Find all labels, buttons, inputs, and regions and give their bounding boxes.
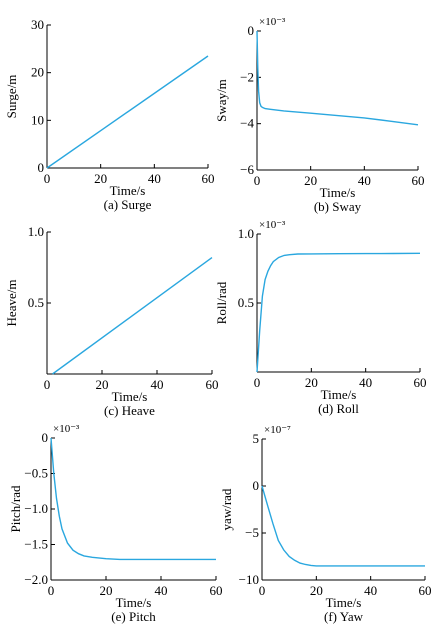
x-tick-label: 40 (151, 377, 164, 392)
x-tick-label: 60 (412, 173, 425, 188)
y-axis-label: Heave/m (4, 280, 19, 327)
exponent-label: ×10⁻³ (259, 219, 286, 231)
x-tick-label: 60 (414, 375, 427, 390)
y-tick-label: 0.5 (28, 295, 44, 310)
y-axis-label: Roll/rad (214, 281, 229, 324)
chart-caption: (b) Sway (314, 199, 362, 214)
chart-roll: 0 20 40 60 0.5 1.0 ×10⁻³ Time/s Roll/rad (d) Roll (214, 219, 427, 416)
x-tick-label: 0 (259, 583, 266, 598)
y-tick-label: 30 (31, 17, 44, 32)
y-tick-label: 1.0 (28, 224, 44, 239)
series-line-roll (256, 252, 421, 373)
x-tick-label: 40 (358, 173, 371, 188)
x-tick-label: 20 (94, 171, 107, 186)
chart-caption: (e) Pitch (111, 609, 156, 624)
x-tick-label: 20 (100, 583, 113, 598)
x-tick-label: 20 (305, 375, 318, 390)
y-tick-label: −10 (239, 572, 259, 587)
x-tick-label: 20 (304, 173, 317, 188)
y-tick-label: −4 (240, 116, 254, 131)
x-tick-label: 60 (202, 171, 215, 186)
series-line-yaw (261, 485, 425, 567)
x-tick-label: 20 (310, 583, 323, 598)
chart-surge: 0 20 40 60 0 10 20 30 Time/s Surge/m (a) Surge (4, 17, 215, 212)
x-tick-label: 20 (96, 377, 109, 392)
exponent-label: ×10⁻⁷ (264, 424, 291, 436)
x-tick-label: 40 (148, 171, 161, 186)
y-tick-label: −0.5 (24, 466, 48, 481)
y-axis-label: Surge/m (4, 75, 19, 119)
chart-caption: (a) Surge (104, 197, 152, 212)
y-tick-label: 0 (38, 160, 45, 175)
y-tick-label: 0 (42, 430, 49, 445)
y-tick-label: 0 (248, 23, 255, 38)
x-tick-label: 0 (254, 375, 261, 390)
x-axis-label: Time/s (326, 595, 362, 610)
y-tick-label: 10 (31, 112, 44, 127)
x-axis-label: Time/s (110, 183, 146, 198)
y-tick-label: −1.0 (24, 501, 48, 516)
y-tick-label: −2.0 (24, 572, 48, 587)
x-axis-label: Time/s (321, 387, 357, 402)
chart-caption: (f) Yaw (324, 609, 364, 624)
chart-caption: (d) Roll (318, 401, 359, 416)
series-line-heave (52, 257, 213, 375)
series-line-pitch (50, 437, 216, 561)
chart-sway: 0 20 40 60 0 −2 −4 −6 ×10⁻³ Time/s Sway/m (b) Sway (214, 16, 425, 214)
y-tick-label: 1.0 (238, 226, 254, 241)
exponent-label: ×10⁻³ (259, 16, 286, 28)
x-axis-label: Time/s (112, 389, 148, 404)
series-line-sway (256, 30, 419, 126)
x-tick-label: 0 (48, 583, 55, 598)
y-tick-label: −5 (245, 525, 259, 540)
chart-heave: 0 20 40 60 0.5 1.0 Time/s Heave/m (c) Heave (4, 224, 219, 418)
chart-pitch: 0 20 40 60 0 −0.5 −1.0 −1.5 −2.0 ×10⁻³ Time/s Pitch… (8, 423, 223, 624)
y-tick-label: 20 (31, 65, 44, 80)
x-tick-label: 60 (206, 377, 219, 392)
x-tick-label: 60 (419, 583, 432, 598)
x-tick-label: 0 (44, 377, 51, 392)
y-tick-label: 0 (253, 478, 260, 493)
y-tick-label: 5 (253, 431, 260, 446)
series-line-surge (46, 55, 209, 169)
y-axis-label: Sway/m (214, 79, 229, 122)
x-tick-label: 40 (359, 375, 372, 390)
exponent-label: ×10⁻³ (53, 423, 80, 435)
y-axis-label: Pitch/rad (8, 485, 23, 532)
y-tick-label: −1.5 (24, 537, 48, 552)
y-tick-label: −2 (240, 69, 254, 84)
y-tick-label: 0.5 (238, 295, 254, 310)
y-tick-label: −6 (240, 162, 254, 177)
chart-caption: (c) Heave (104, 403, 155, 418)
x-axis-label: Time/s (116, 595, 152, 610)
x-tick-label: 40 (364, 583, 377, 598)
x-tick-label: 0 (254, 173, 261, 188)
x-axis-label: Time/s (320, 185, 356, 200)
chart-yaw: 0 20 40 60 5 0 −5 −10 ×10⁻⁷ Time/s yaw/rad (f) Yaw (219, 424, 432, 624)
x-tick-label: 60 (210, 583, 223, 598)
y-axis-label: yaw/rad (219, 488, 234, 530)
x-tick-label: 40 (155, 583, 168, 598)
x-tick-label: 0 (44, 171, 51, 186)
